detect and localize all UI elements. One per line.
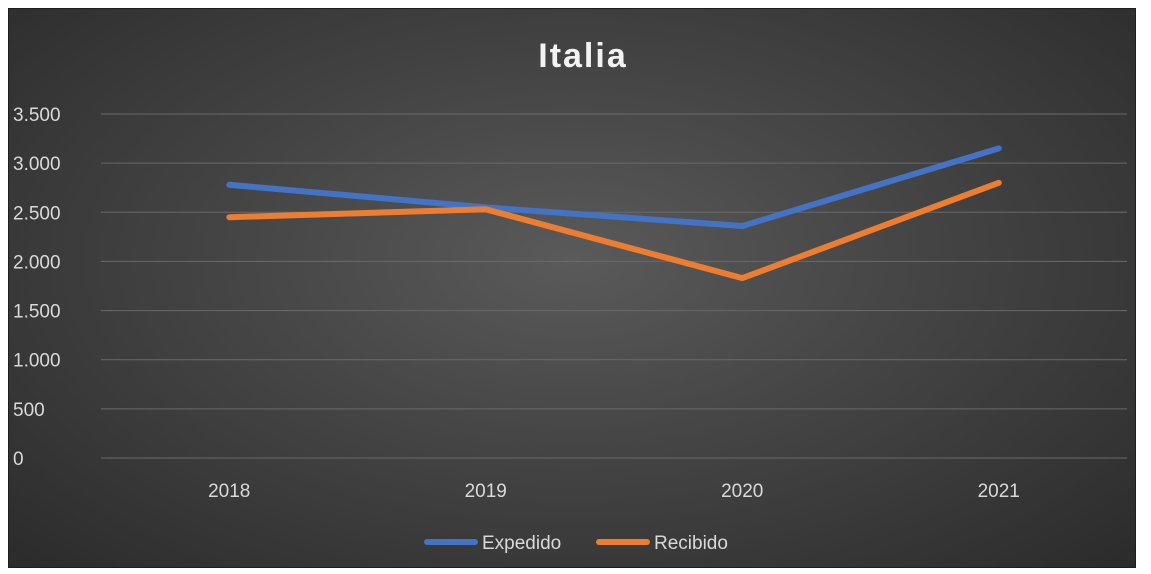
x-axis-ticks: 2018 2019 2020 2021 bbox=[208, 481, 1020, 502]
y-tick-label: 0 bbox=[13, 449, 24, 470]
chart-area: Italia 0 500 1.000 1.500 2.000 2.500 3.000 3.50… bbox=[8, 8, 1136, 568]
gridlines bbox=[101, 113, 1127, 459]
x-tick-label: 2020 bbox=[721, 481, 763, 502]
y-tick-label: 3.500 bbox=[13, 105, 61, 126]
legend-item-recibido: Recibido bbox=[596, 533, 728, 554]
series-line-recibido bbox=[226, 179, 1002, 282]
series-line-expedido bbox=[226, 145, 1002, 229]
y-tick-label: 3.000 bbox=[13, 154, 61, 175]
y-tick-label: 1.500 bbox=[13, 302, 61, 323]
x-tick-label: 2018 bbox=[208, 481, 250, 502]
x-tick-label: 2019 bbox=[465, 481, 507, 502]
line-chart: Italia 0 500 1.000 1.500 2.000 2.500 3.000 3.50… bbox=[13, 37, 1127, 554]
y-tick-label: 2.500 bbox=[13, 203, 61, 224]
y-tick-label: 2.000 bbox=[13, 252, 61, 273]
y-tick-label: 500 bbox=[13, 400, 45, 421]
y-axis-ticks: 0 500 1.000 1.500 2.000 2.500 3.000 3.500 bbox=[13, 105, 61, 470]
legend-label: Expedido bbox=[482, 533, 561, 554]
series-lines bbox=[226, 145, 1002, 282]
chart-title: Italia bbox=[538, 37, 627, 75]
legend-label: Recibido bbox=[654, 533, 728, 554]
legend-item-expedido: Expedido bbox=[424, 533, 561, 554]
x-tick-label: 2021 bbox=[978, 481, 1020, 502]
y-tick-label: 1.000 bbox=[13, 351, 61, 372]
legend: Expedido Recibido bbox=[424, 533, 728, 554]
